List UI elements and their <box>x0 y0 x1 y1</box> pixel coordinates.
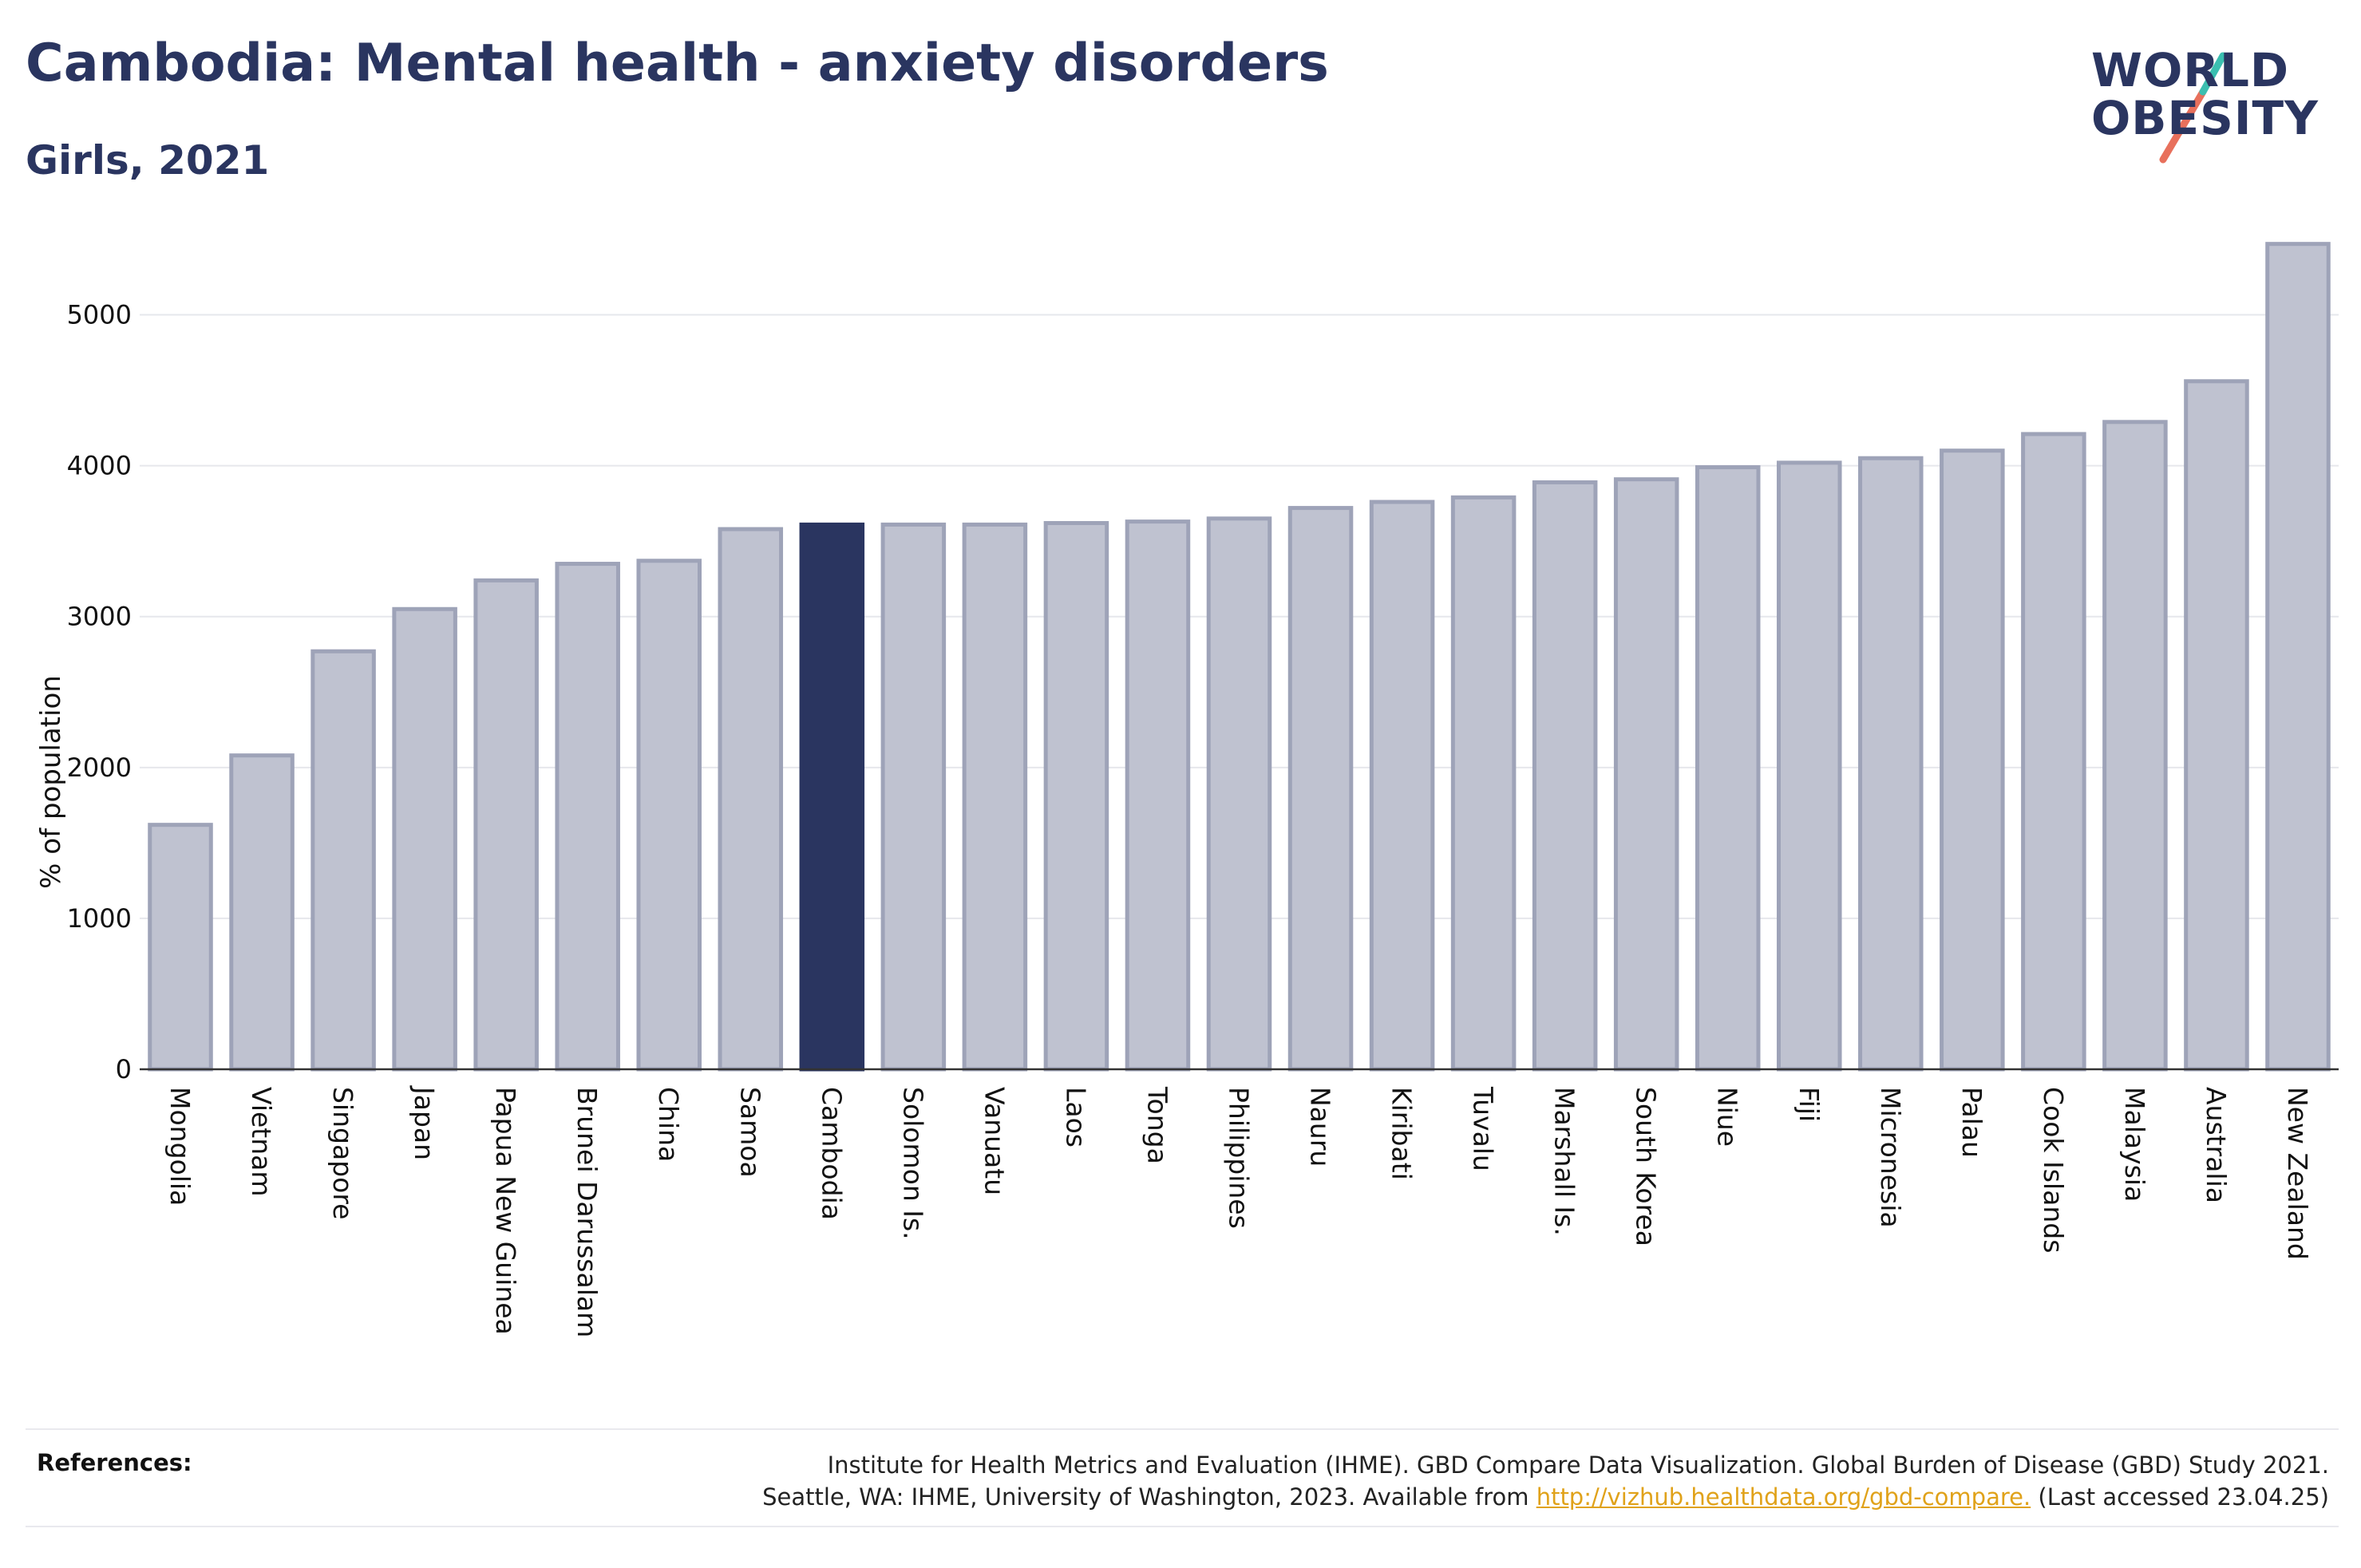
chart-title: Cambodia: Mental health - anxiety disord… <box>26 34 1329 93</box>
x-tick-label: Japan <box>409 1085 440 1160</box>
bar <box>962 522 1028 1072</box>
logo-text-obesity: OBESITY <box>2091 91 2319 145</box>
x-tick-label: Malaysia <box>2119 1087 2150 1202</box>
bar <box>555 562 620 1072</box>
bar <box>1369 500 1435 1072</box>
x-tick-label: Brunei Darussalam <box>571 1087 603 1337</box>
x-tick-label: Vietnam <box>246 1087 277 1197</box>
logo-text-world: WORLD <box>2091 43 2290 97</box>
reference-line-2-prefix: Seattle, WA: IHME, University of Washing… <box>762 1483 1536 1511</box>
x-tick-label: New Zealand <box>2282 1087 2313 1260</box>
bar <box>1125 519 1191 1072</box>
y-tick-label: 3000 <box>67 602 132 632</box>
x-tick-label: Philippines <box>1224 1087 1255 1229</box>
bar-layer <box>148 242 2331 1072</box>
x-tick-label: Marshall Is. <box>1549 1087 1580 1236</box>
x-tick-label: Solomon Is. <box>897 1087 928 1240</box>
x-tick-label: Niue <box>1712 1087 1743 1147</box>
bar <box>880 522 947 1072</box>
references-panel: References: Institute for Health Metrics… <box>26 1428 2339 1527</box>
x-tick-label: Tonga <box>1141 1086 1173 1164</box>
x-tick-label: China <box>653 1087 684 1162</box>
bar <box>1532 480 1598 1072</box>
bar <box>229 753 295 1072</box>
y-tick-label: 1000 <box>67 903 132 934</box>
bar <box>1613 477 1679 1072</box>
references-label: References: <box>37 1449 192 1476</box>
x-tick-label: Laos <box>1060 1087 1091 1147</box>
y-tick-label: 0 <box>116 1054 132 1084</box>
bar-chart: 0 1000 2000 3000 4000 5000 Mongolia Vietnam Sing… <box>35 242 2339 1337</box>
bar <box>2102 420 2168 1072</box>
x-tick-label: Singapore <box>327 1087 358 1219</box>
bar <box>1043 520 1109 1072</box>
x-tick-label: Samoa <box>734 1087 765 1178</box>
bar <box>148 823 213 1072</box>
x-tick-label: Fiji <box>1793 1087 1825 1122</box>
bar <box>636 559 702 1072</box>
bar <box>310 649 376 1072</box>
bar <box>1287 506 1354 1072</box>
x-tick-label: Micronesia <box>1875 1087 1906 1228</box>
logo-slash-upper <box>2199 52 2227 96</box>
x-tick-label: Mongolia <box>164 1087 196 1206</box>
bar <box>1450 495 1517 1072</box>
x-tick-label: Vanuatu <box>979 1087 1010 1195</box>
bar <box>2021 432 2086 1072</box>
x-tick-label: Palau <box>1956 1087 1987 1158</box>
bar <box>1206 516 1272 1072</box>
logo-slash-icon <box>2159 52 2227 164</box>
bar <box>1695 465 1761 1072</box>
x-tick-label: South Korea <box>1631 1087 1662 1246</box>
x-tick-label: Papua New Guinea <box>490 1087 521 1335</box>
bar <box>718 527 784 1072</box>
bar <box>2184 379 2249 1072</box>
reference-line-2-suffix: (Last accessed 23.04.25) <box>2031 1483 2329 1511</box>
world-obesity-logo: WORLD OBESITY <box>2075 32 2347 176</box>
y-tick-label: 5000 <box>67 300 132 330</box>
x-tick-label: Cambodia <box>816 1087 847 1220</box>
chart-subtitle: Girls, 2021 <box>26 137 270 184</box>
x-tick-label: Australia <box>2201 1087 2232 1203</box>
bar <box>1858 456 1924 1072</box>
x-tick-label: Kiribati <box>1386 1087 1418 1180</box>
x-tick-label: Tuvalu <box>1468 1086 1499 1171</box>
y-axis-label: % of population <box>35 675 67 889</box>
bar <box>392 606 457 1072</box>
logo-slash-lower <box>2159 88 2207 164</box>
reference-link[interactable]: http://vizhub.healthdata.org/gbd-compare… <box>1536 1483 2031 1511</box>
x-tick-label: Nauru <box>1305 1087 1336 1167</box>
x-tick-label: Cook Islands <box>2038 1087 2069 1253</box>
bar <box>1940 448 2005 1072</box>
y-tick-label: 2000 <box>67 752 132 783</box>
axis-layer: 0 1000 2000 3000 4000 5000 Mongolia Vietnam Sing… <box>67 300 2339 1337</box>
bar <box>2265 242 2331 1072</box>
bar <box>473 578 539 1072</box>
references-text: Institute for Health Metrics and Evaluat… <box>762 1449 2329 1513</box>
y-tick-label: 4000 <box>67 451 132 481</box>
reference-line-1: Institute for Health Metrics and Evaluat… <box>827 1451 2329 1479</box>
bar-highlighted <box>799 522 865 1072</box>
bar <box>1776 460 1842 1072</box>
